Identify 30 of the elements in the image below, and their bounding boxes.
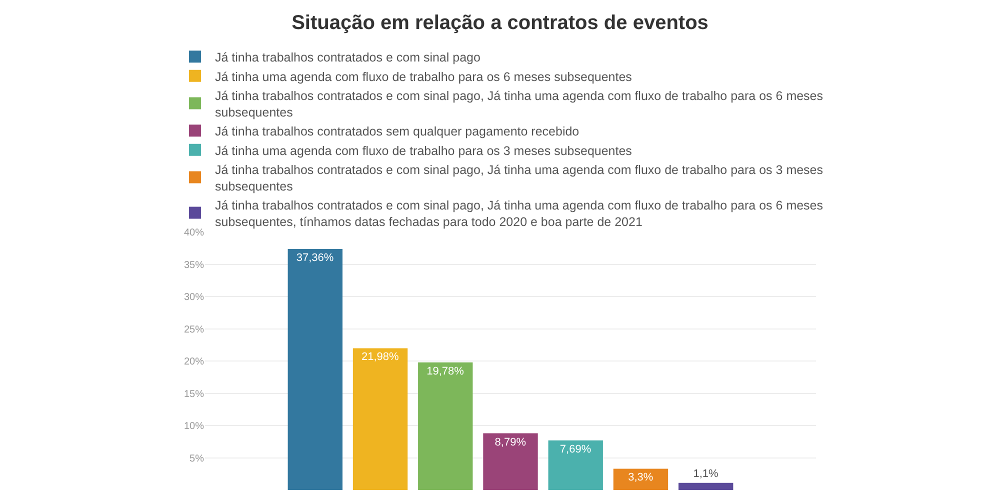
- bar: [613, 468, 668, 490]
- legend-label: Já tinha trabalhos contratados e com sinal pago, Já tinha uma agenda com fluxo de trabalho para os 6 meses subsequentes: [215, 89, 824, 120]
- legend-label: Já tinha uma agenda com fluxo de trabalho para os 6 meses subsequentes: [215, 70, 632, 84]
- bar: [483, 433, 538, 490]
- legend-label: Já tinha trabalhos contratados e com sinal pago, Já tinha uma agenda com fluxo de trabalho para os 3 meses subsequentes: [215, 163, 824, 194]
- legend-label: Já tinha trabalhos contratados e com sinal pago: [215, 50, 480, 64]
- bar: [548, 440, 603, 490]
- bar: [418, 362, 473, 490]
- y-tick-label: 20%: [184, 356, 204, 368]
- legend-label: Já tinha trabalhos contratados e com sinal pago, Já tinha uma agenda com fluxo de trabalho para os 6 meses subsequentes, tínhamos datas fechadas para todo 2020 e boa parte de 2021: [215, 198, 824, 229]
- y-tick-label: 5%: [190, 453, 204, 464]
- data-label: 37,36%: [296, 252, 334, 264]
- data-label: 19,78%: [426, 365, 464, 378]
- y-tick-label: 30%: [184, 292, 204, 303]
- data-label: 7,69%: [560, 443, 592, 456]
- legend-label: Já tinha uma agenda com fluxo de trabalho para os 3 meses subsequentes: [215, 144, 632, 158]
- bar: [352, 348, 408, 490]
- y-tick-label: 40%: [184, 228, 204, 238]
- data-label: 1,1%: [693, 468, 718, 480]
- chart-title: Situação em relação a contratos de eventos: [292, 12, 708, 34]
- data-label: 8,79%: [494, 436, 526, 448]
- y-tick-label: 10%: [184, 421, 204, 432]
- y-tick-label: 25%: [184, 324, 204, 336]
- y-tick-label: 15%: [184, 388, 204, 400]
- y-tick-label: 35%: [184, 260, 204, 271]
- legend-label: Já tinha trabalhos contratados sem qualquer pagamento recebido: [215, 124, 580, 138]
- data-label: 21,98%: [362, 351, 400, 364]
- bar: [678, 482, 734, 490]
- bar: [288, 249, 342, 490]
- data-label: 3,3%: [628, 472, 654, 484]
